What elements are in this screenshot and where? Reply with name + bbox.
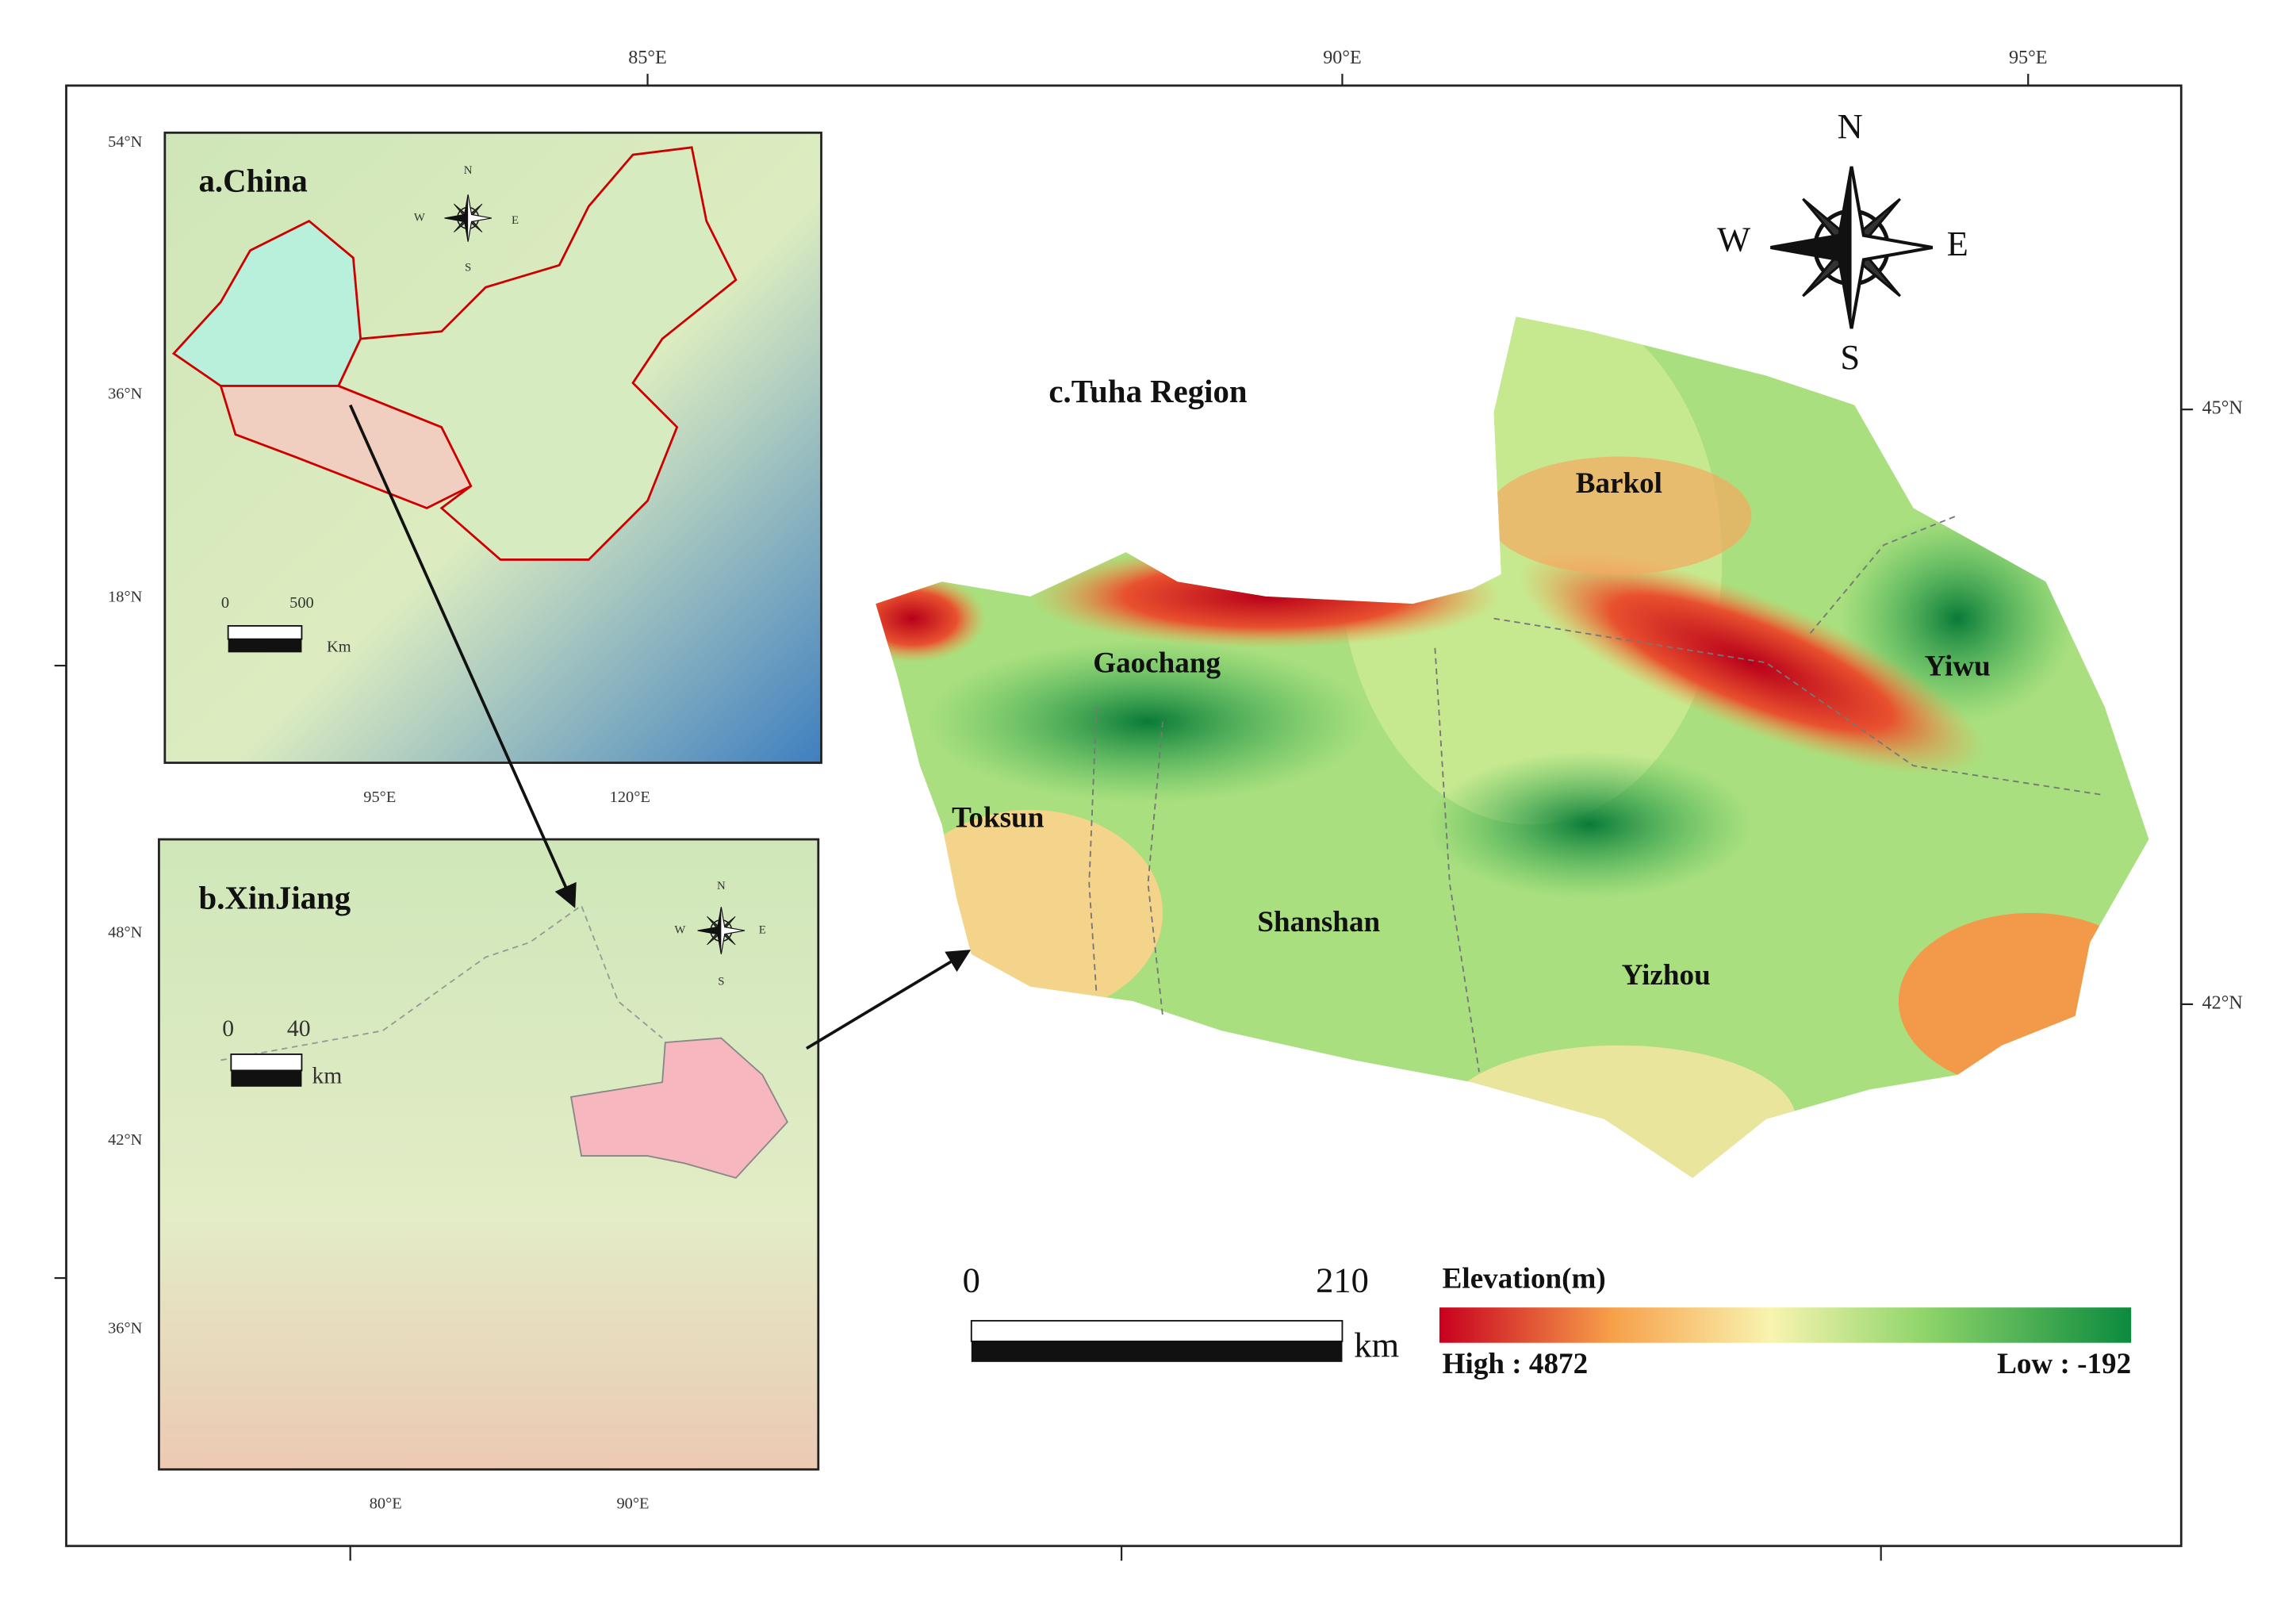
china-provinces xyxy=(336,146,738,561)
scale-unit: km xyxy=(312,1063,342,1088)
compass-s: S xyxy=(1840,337,1860,377)
legend-low: Low : -192 xyxy=(1997,1348,2131,1380)
basin xyxy=(1428,750,1752,899)
scale-start: 0 xyxy=(221,594,229,612)
scale-start: 0 xyxy=(222,1016,234,1042)
boundary xyxy=(1809,514,1958,634)
scale-bar xyxy=(231,1070,302,1087)
scale-bar xyxy=(970,1319,1343,1342)
boundary xyxy=(1434,647,1480,1073)
compass-n: N xyxy=(1838,106,1863,146)
boundary xyxy=(1493,617,2105,796)
lat-label: 36°N xyxy=(108,385,143,402)
lat-label: 48°N xyxy=(108,923,143,941)
boundary xyxy=(1147,721,1163,1016)
arrow xyxy=(806,950,972,1050)
region-label: Gaochang xyxy=(1093,647,1221,680)
region-label: Shanshan xyxy=(1257,906,1380,938)
compass-w: W xyxy=(674,924,685,937)
region-label: Toksun xyxy=(952,801,1045,834)
scale-unit: Km xyxy=(327,638,351,655)
panel-a-title: a.China xyxy=(199,163,308,199)
region-label: Yiwu xyxy=(1925,650,1991,682)
lat-label: 54°N xyxy=(108,133,143,151)
scale-start: 0 xyxy=(963,1261,980,1300)
scale-end: 500 xyxy=(289,594,314,612)
ridge xyxy=(876,574,987,663)
lon-label: 120°E xyxy=(610,789,650,806)
boundary xyxy=(1088,706,1098,994)
compass-s: S xyxy=(465,261,471,274)
basin xyxy=(927,640,1369,803)
legend-title: Elevation(m) xyxy=(1443,1262,1606,1295)
region-label: Yizhou xyxy=(1622,959,1711,992)
lat-label: 18°N xyxy=(108,588,143,605)
compass-n: N xyxy=(717,880,726,892)
arrow xyxy=(348,404,577,908)
ridge xyxy=(1486,456,1752,574)
compass-e: E xyxy=(1947,224,1968,263)
legend-ramp xyxy=(1439,1307,2132,1343)
compass-w: W xyxy=(1717,220,1750,259)
tuha-highlight xyxy=(569,1037,788,1179)
compass-e: E xyxy=(512,214,519,227)
scale-end: 40 xyxy=(287,1016,311,1042)
compass-s: S xyxy=(718,975,724,988)
lon-label: 95°E xyxy=(2009,48,2047,68)
scale-bar xyxy=(971,1341,1343,1362)
scale-bar xyxy=(227,625,303,640)
lon-label: 90°E xyxy=(1323,48,1361,68)
compass-n: N xyxy=(464,164,473,177)
county-boundaries xyxy=(1088,514,2105,1073)
lat-label: 42°N xyxy=(2202,992,2243,1013)
scale-bar xyxy=(228,639,302,653)
scale-end: 210 xyxy=(1316,1261,1369,1300)
legend-high: High : 4872 xyxy=(1443,1348,1589,1380)
compass-w: W xyxy=(414,211,425,224)
panel-b-title: b.XinJiang xyxy=(199,880,351,915)
region-label: Barkol xyxy=(1576,467,1662,500)
lon-label: 95°E xyxy=(363,789,396,806)
lat-label: 36°N xyxy=(108,1320,143,1337)
lon-label: 85°E xyxy=(628,48,666,68)
lat-label: 45°N xyxy=(2202,398,2243,419)
scale-bar xyxy=(230,1053,303,1072)
ridge xyxy=(1518,551,1985,775)
scale-unit: km xyxy=(1354,1325,1399,1364)
compass-e: E xyxy=(759,924,766,937)
frame-ticks xyxy=(54,74,2194,1561)
lat-label: 42°N xyxy=(108,1131,143,1149)
panel-c-title: c.Tuha Region xyxy=(1048,374,1248,409)
lon-label: 90°E xyxy=(616,1495,649,1513)
lon-label: 80°E xyxy=(370,1495,402,1513)
